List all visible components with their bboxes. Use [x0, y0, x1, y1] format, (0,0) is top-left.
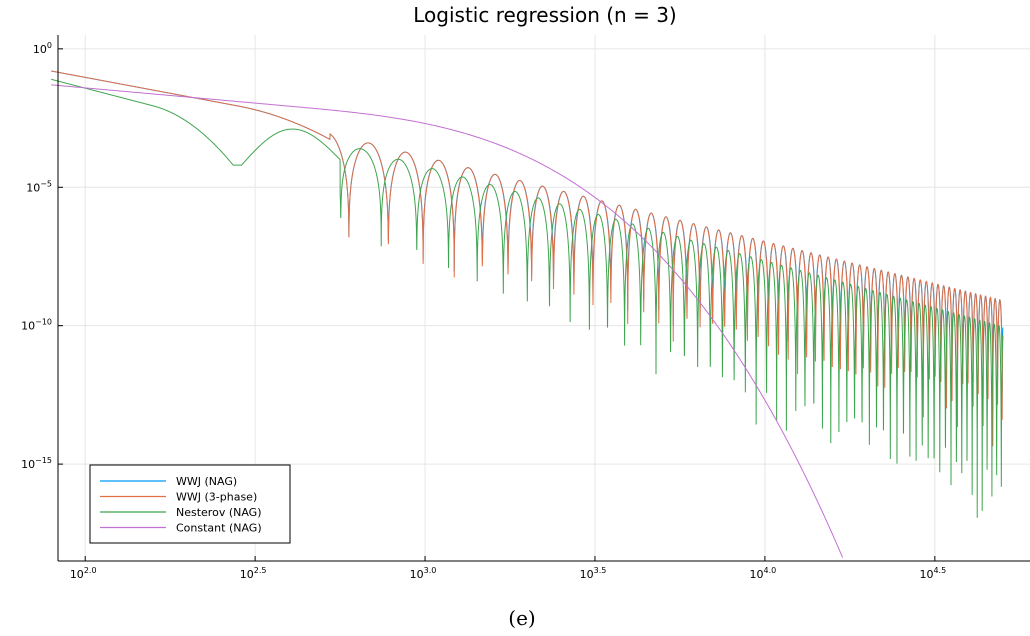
x-tick-base: 10	[750, 568, 764, 581]
y-tick-label: 10−5	[26, 179, 52, 194]
y-tick-base: 10	[26, 181, 40, 194]
legend-entry: Constant (NAG)	[176, 522, 262, 535]
y-tick-label: 100	[33, 41, 52, 56]
x-tick-exponent: 2.0	[84, 566, 97, 575]
x-tick-exponent: 3.5	[594, 566, 607, 575]
ticks: 102.0 102.5 103.0 103.5 104.0 104.510010−510−…	[21, 41, 946, 581]
x-tick-label: 104.0	[750, 566, 777, 581]
legend-entry: WWJ (NAG)	[176, 475, 237, 488]
series-lines	[51, 70, 1004, 558]
legend-entry: Nesterov (NAG)	[176, 506, 262, 519]
x-tick-exponent: 2.5	[254, 566, 267, 575]
x-tick-label: 102.5	[240, 566, 267, 581]
x-tick-label: 104.5	[919, 566, 946, 581]
figure-caption: (e)	[508, 606, 535, 630]
x-tick-label: 103.5	[580, 566, 607, 581]
y-tick-exponent: −10	[35, 318, 52, 327]
y-tick-label: 10−15	[21, 456, 52, 471]
y-tick-exponent: −15	[35, 456, 52, 465]
x-tick-exponent: 4.0	[764, 566, 777, 575]
x-tick-base: 10	[919, 568, 933, 581]
x-tick-base: 10	[580, 568, 594, 581]
x-tick-exponent: 4.5	[933, 566, 946, 575]
series-line	[51, 78, 1004, 518]
y-tick-exponent: 0	[47, 41, 52, 50]
y-tick-exponent: −5	[40, 179, 52, 188]
x-tick-exponent: 3.0	[424, 566, 437, 575]
y-tick-base: 10	[33, 43, 47, 56]
y-tick-label: 10−10	[21, 318, 52, 333]
legend-entry: WWJ (3-phase)	[176, 491, 257, 504]
series-line	[51, 70, 1004, 447]
legend-box	[89, 464, 291, 544]
x-tick-label: 103.0	[410, 566, 437, 581]
legend: WWJ (NAG) WWJ (3-phase) Nesterov (NAG) Cons…	[89, 464, 291, 544]
y-tick-base: 10	[21, 320, 35, 333]
series-line	[51, 70, 1004, 414]
x-tick-base: 10	[70, 568, 84, 581]
chart-title: Logistic regression (n = 3)	[413, 3, 676, 27]
y-tick-base: 10	[21, 458, 35, 471]
x-tick-base: 10	[240, 568, 254, 581]
series-line	[51, 84, 844, 558]
x-tick-label: 102.0	[70, 566, 97, 581]
x-tick-base: 10	[410, 568, 424, 581]
